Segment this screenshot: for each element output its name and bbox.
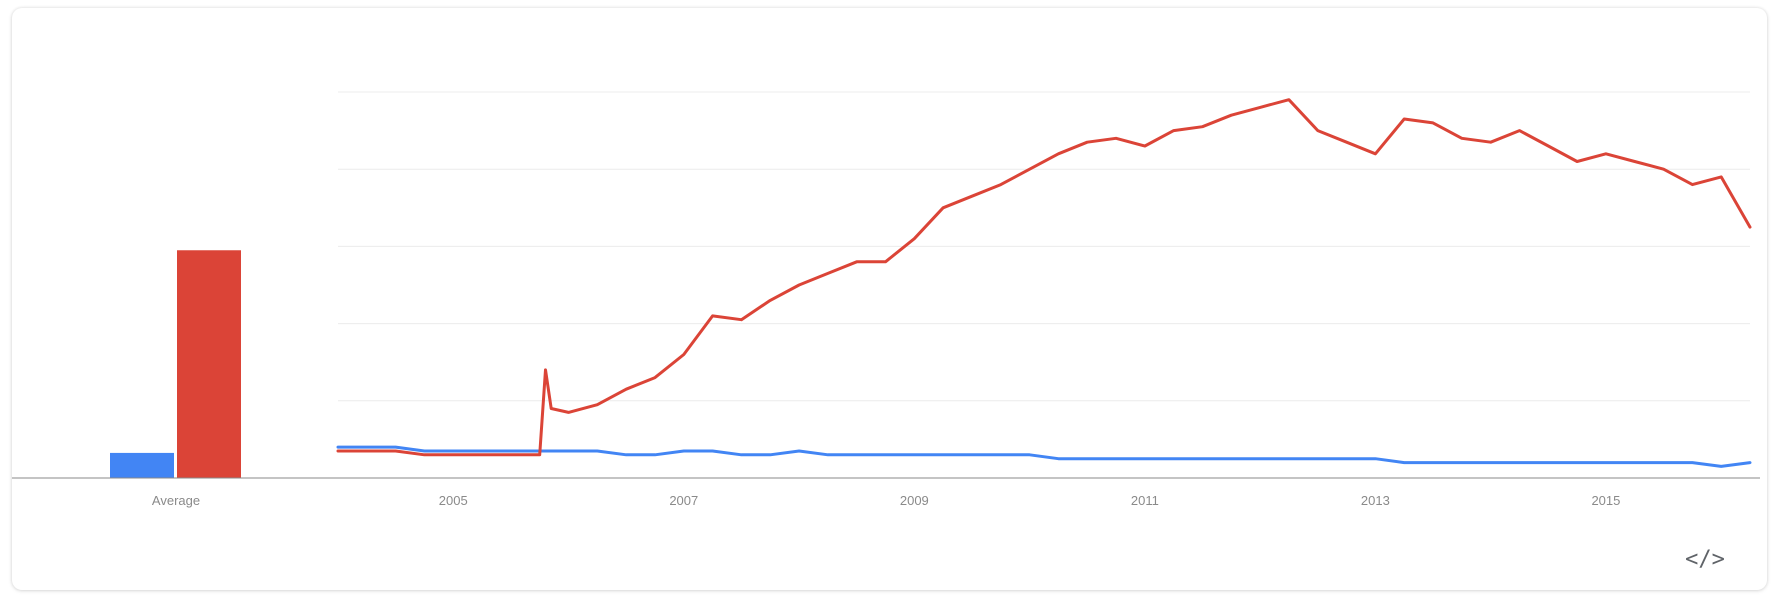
x-tick-label-2011: 2011: [1131, 493, 1159, 508]
average-bars: [110, 250, 241, 478]
series-line-2: [336, 98, 1752, 457]
average-bar-1: [110, 452, 174, 478]
x-tick-label-2005: 2005: [439, 493, 468, 508]
x-tick-label-2013: 2013: [1361, 493, 1390, 508]
x-tick-label-2007: 2007: [669, 493, 698, 508]
code-embed-icon[interactable]: </>: [1685, 547, 1725, 572]
x-tick-label-2015: 2015: [1591, 493, 1620, 508]
gridlines: [338, 91, 1750, 402]
series-lines: [336, 98, 1752, 468]
chart-card: [12, 8, 1767, 590]
x-tick-label-2009: 2009: [900, 493, 929, 508]
series-line-1: [336, 445, 1752, 468]
bar-category-label: Average: [152, 493, 200, 508]
x-axis-tick-labels: 2005 2007 2009 2011 2013 2015: [439, 493, 1621, 508]
average-bar-2: [177, 250, 241, 478]
